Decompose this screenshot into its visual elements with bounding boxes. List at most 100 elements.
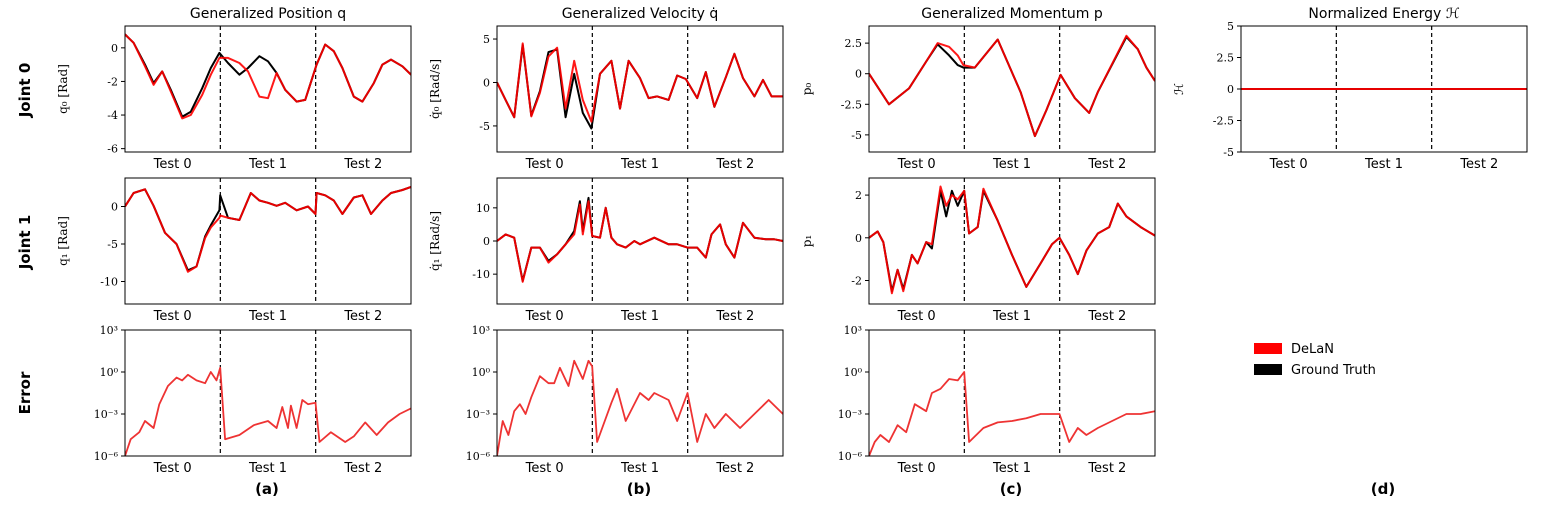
y-tick-label: 0: [483, 235, 490, 248]
panel-letter-d: (d): [1371, 480, 1395, 498]
x-test-label: Test 2: [715, 309, 754, 324]
x-test-label: Test 0: [897, 309, 936, 324]
series-line-delan: [497, 42, 783, 123]
y-tick-label: 10³: [472, 324, 490, 337]
chart-title-qd0: Generalized Velocity q̇: [562, 6, 719, 22]
axes-frame: [496, 25, 784, 153]
axes-frame: [496, 177, 784, 305]
x-test-label: Test 1: [992, 157, 1031, 172]
y-tick-label: 10⁻³: [94, 408, 118, 421]
axes-frame: [124, 177, 412, 305]
series-line-delan: [869, 34, 1155, 138]
figure-labels: Joint 0 Joint 1 Error (a) (b) (c) (d): [16, 63, 1395, 498]
y-tick-label: 2.5: [1217, 52, 1235, 65]
series-line-delan: [125, 186, 411, 273]
x-test-label: Test 1: [248, 309, 287, 324]
y-axis-label-q1: q₁ [Rad]: [56, 216, 70, 266]
x-test-label: Test 2: [343, 157, 382, 172]
y-axis-label-qd1: q̇₁ [Rad/s]: [428, 211, 442, 271]
chart-err_q: 10⁻⁶ 10⁻³ 10⁰ 10³ Test 0 Test 1 Test 2: [94, 324, 412, 476]
series-line-delan: [497, 200, 783, 283]
y-tick-label: 10⁰: [472, 366, 491, 379]
x-test-label: Test 1: [620, 461, 659, 476]
y-tick-label: 0: [855, 232, 862, 245]
chart-title-energy: Normalized Energy ℋ: [1308, 6, 1459, 22]
legend-swatch-delan: [1254, 343, 1282, 354]
series-line-ground-truth: [497, 44, 783, 130]
y-tick-label: 10⁻⁶: [466, 450, 491, 463]
chart-qd1: q̇₁ [Rad/s] -10 0 10 Test 0 Test 1 Test 2: [428, 177, 784, 324]
chart-energy: Normalized Energy ℋ ℋ -5 -2.5 0 2.5 5 Test 0 Tes…: [1172, 6, 1528, 172]
y-tick-label: 0: [111, 42, 118, 55]
y-axis-label-energy: ℋ: [1172, 83, 1186, 95]
series-line-delan: [125, 33, 411, 120]
legend: DeLaN Ground Truth: [1254, 342, 1376, 378]
axes-frame: [124, 329, 412, 457]
x-test-label: Test 0: [897, 461, 936, 476]
series-line-ground-truth: [869, 36, 1155, 138]
y-tick-label: 0: [483, 76, 490, 89]
y-tick-label: -2.5: [1213, 115, 1234, 128]
chart-qd0: Generalized Velocity q̇ q̇₀ [Rad/s] -5 0 5 Te…: [428, 6, 784, 172]
y-tick-label: -2: [107, 75, 118, 88]
legend-label-ground-truth: Ground Truth: [1291, 363, 1376, 378]
y-tick-label: 0: [1227, 83, 1234, 96]
y-tick-label: 10³: [844, 324, 862, 337]
y-tick-label: -2: [851, 275, 862, 288]
y-tick-label: 10³: [100, 324, 118, 337]
series-line-ground-truth: [125, 33, 411, 118]
y-tick-label: -4: [107, 109, 118, 122]
x-test-label: Test 1: [1364, 157, 1403, 172]
chart-title-q0: Generalized Position q: [190, 6, 346, 22]
row-label-joint0: Joint 0: [16, 63, 34, 119]
series-line-ground-truth: [869, 189, 1155, 293]
axes-frame: [868, 177, 1156, 305]
y-tick-label: -6: [107, 143, 118, 156]
legend-label-delan: DeLaN: [1291, 342, 1334, 357]
x-test-label: Test 1: [620, 157, 659, 172]
y-tick-label: 2: [855, 189, 862, 202]
chart-q1: q₁ [Rad] -10 -5 0 Test 0 Test 1 Test 2: [56, 177, 412, 324]
series-line-error: [869, 371, 1155, 456]
y-tick-label: -5: [107, 238, 118, 251]
y-axis-label-qd0: q̇₀ [Rad/s]: [428, 59, 442, 119]
x-test-label: Test 1: [992, 461, 1031, 476]
y-tick-label: 10⁰: [844, 366, 863, 379]
x-test-label: Test 2: [715, 157, 754, 172]
chart-title-p0: Generalized Momentum p: [921, 6, 1103, 22]
axes-frame: [1240, 25, 1528, 153]
chart-p1: p₁ -2 0 2 Test 0 Test 1 Test 2: [800, 177, 1156, 324]
chart-layer: Generalized Position q q₀ [Rad] -6 -4 -2 0 Tes…: [56, 6, 1528, 476]
x-test-label: Test 0: [525, 309, 564, 324]
x-test-label: Test 0: [525, 461, 564, 476]
legend-swatch-ground-truth: [1254, 364, 1282, 375]
panel-letter-a: (a): [255, 480, 279, 498]
y-tick-label: 0: [855, 68, 862, 81]
y-tick-label: -2.5: [841, 98, 862, 111]
y-tick-label: -10: [100, 276, 118, 289]
y-tick-label: 10⁻⁶: [838, 450, 863, 463]
x-test-label: Test 0: [153, 461, 192, 476]
y-tick-label: -5: [479, 120, 490, 133]
x-test-label: Test 2: [343, 309, 382, 324]
y-axis-label-p0: p₀: [800, 83, 814, 96]
axes-frame: [496, 329, 784, 457]
axes-frame: [868, 25, 1156, 153]
y-axis-label-q0: q₀ [Rad]: [56, 64, 70, 114]
x-test-label: Test 1: [248, 461, 287, 476]
x-test-label: Test 0: [525, 157, 564, 172]
axes-frame: [124, 25, 412, 153]
x-test-label: Test 0: [153, 309, 192, 324]
x-test-label: Test 2: [1087, 461, 1126, 476]
y-tick-label: 5: [483, 33, 490, 46]
series-line-error: [497, 359, 783, 456]
panel-letter-b: (b): [627, 480, 651, 498]
y-tick-label: 10⁻³: [466, 408, 490, 421]
y-tick-label: 10⁻⁶: [94, 450, 119, 463]
y-tick-label: -10: [472, 268, 490, 281]
x-test-label: Test 0: [153, 157, 192, 172]
y-tick-label: 2.5: [845, 37, 863, 50]
x-test-label: Test 1: [620, 309, 659, 324]
x-test-label: Test 2: [1087, 309, 1126, 324]
row-label-joint1: Joint 1: [16, 215, 34, 271]
